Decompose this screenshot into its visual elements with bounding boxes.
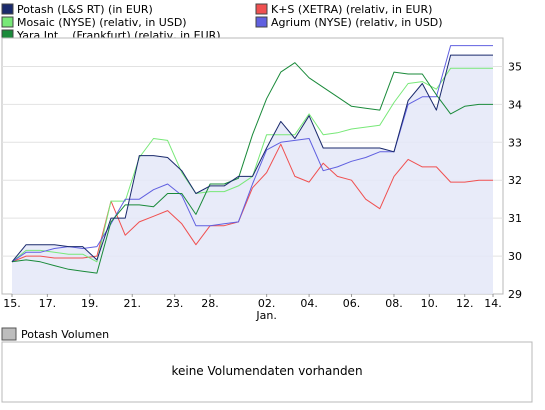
legend-label-0: Potash (L&S RT) (in EUR) [17, 3, 153, 16]
y-tick-34: 34 [508, 98, 522, 111]
x-tick-4: 23. [166, 297, 184, 310]
legend-swatch-3 [255, 16, 268, 28]
x-tick-7: 04. [300, 297, 318, 310]
legend-swatch-2 [1, 16, 14, 28]
x-tick-11: 12. [456, 297, 474, 310]
legend: Potash (L&S RT) (in EUR) K+S (XETRA) (rel… [1, 3, 443, 42]
series-lines [11, 45, 493, 274]
y-tick-32: 32 [508, 174, 522, 187]
x-tick-12: 14. [484, 297, 502, 310]
series-line-3 [11, 45, 493, 263]
x-tick-9: 08. [385, 297, 403, 310]
legend-swatch-1 [255, 3, 268, 15]
volume-panel [1, 341, 533, 403]
y-tick-35: 35 [508, 60, 522, 73]
x-tick-8: 06. [343, 297, 361, 310]
x-tick-3: 21. [124, 297, 142, 310]
legend-label-2: Mosaic (NYSE) (relativ, in USD) [17, 16, 187, 29]
potash-area-fill [12, 55, 493, 294]
x-tick-6: 02. [258, 297, 276, 310]
y-tick-29: 29 [508, 288, 522, 301]
volume-legend-label: Potash Volumen [21, 328, 109, 341]
x-tick-sub-6: Jan. [255, 309, 276, 322]
volume-legend-swatch [1, 327, 17, 341]
y-axis: 29 30 31 32 33 34 35 [508, 60, 522, 301]
series-line-1 [11, 143, 493, 263]
series-line-4 [11, 62, 493, 274]
y-tick-33: 33 [508, 136, 522, 149]
y-tick-30: 30 [508, 250, 522, 263]
y-tick-31: 31 [508, 212, 522, 225]
x-tick-0: 15. [3, 297, 21, 310]
x-axis: 15. 17. 19. 21. 23. 28. 02.Jan. 04. 06. 08. 10. 12.… [3, 294, 502, 322]
legend-label-3: Agrium (NYSE) (relativ, in USD) [271, 16, 443, 29]
x-tick-5: 28. [201, 297, 219, 310]
series-line-0 [11, 54, 493, 263]
x-tick-1: 17. [39, 297, 57, 310]
volume-empty-message: keine Volumendaten vorhanden [171, 364, 362, 378]
x-tick-2: 19. [81, 297, 99, 310]
x-tick-10: 10. [421, 297, 439, 310]
legend-swatch-0 [1, 3, 14, 15]
legend-label-1: K+S (XETRA) (relativ, in EUR) [271, 3, 432, 16]
